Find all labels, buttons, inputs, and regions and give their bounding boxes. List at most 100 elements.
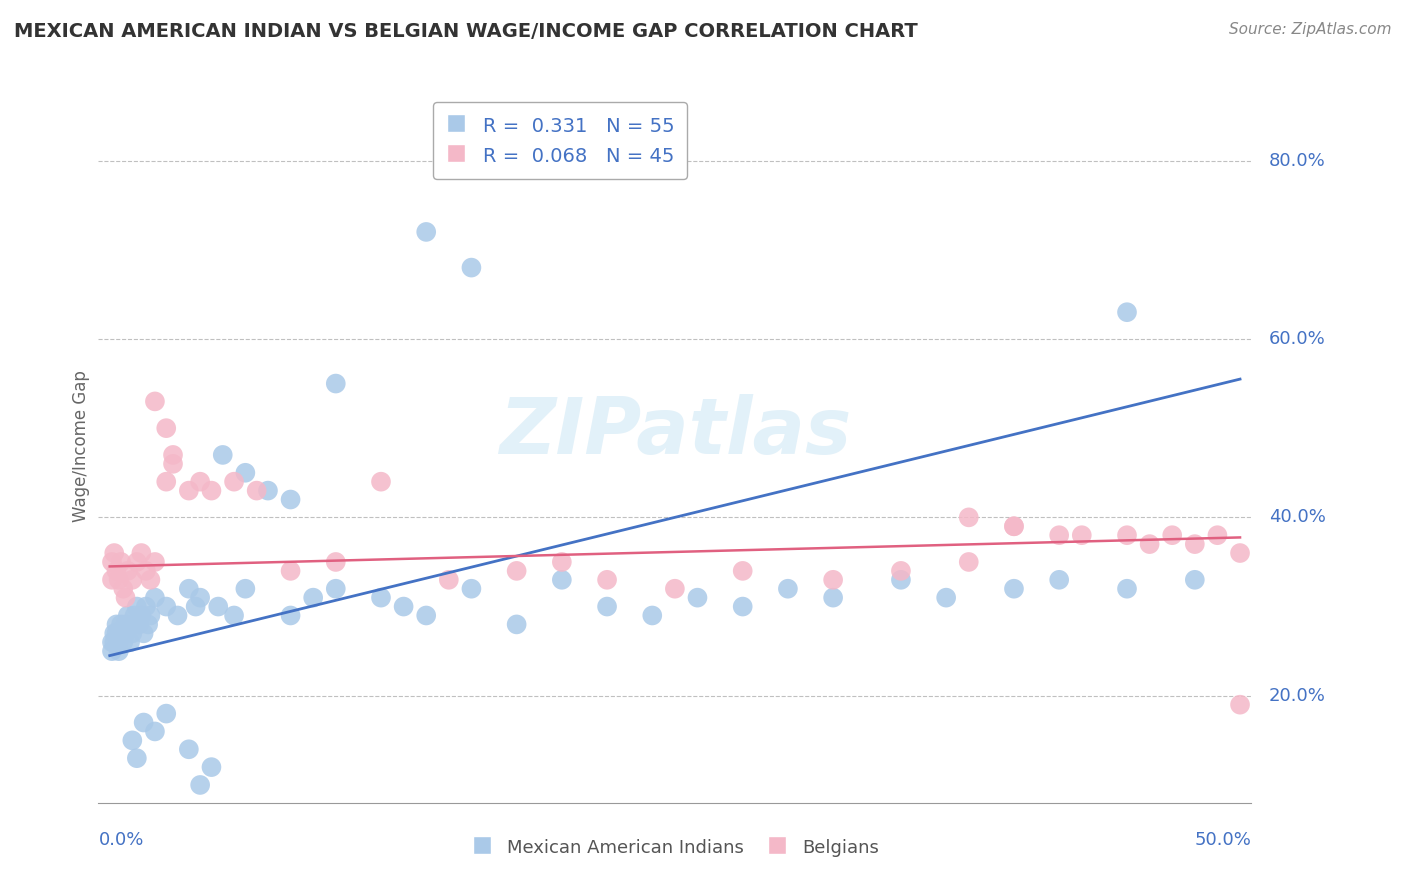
Point: [177, 742, 200, 756]
Point: [596, 599, 619, 614]
Text: 60.0%: 60.0%: [1268, 330, 1326, 348]
Point: [686, 591, 709, 605]
Point: [1116, 528, 1139, 542]
Point: [235, 582, 257, 596]
Point: [121, 733, 143, 747]
Point: [1139, 537, 1161, 551]
Point: [112, 635, 135, 649]
Point: [200, 483, 222, 498]
Point: [103, 546, 125, 560]
Point: [551, 573, 574, 587]
Point: [505, 617, 527, 632]
Point: [101, 573, 124, 587]
Point: [143, 394, 166, 409]
Y-axis label: Wage/Income Gap: Wage/Income Gap: [72, 370, 90, 522]
Point: [107, 644, 129, 658]
Point: [117, 564, 139, 578]
Point: [105, 617, 128, 632]
Point: [641, 608, 664, 623]
Text: 40.0%: 40.0%: [1268, 508, 1326, 526]
Point: [103, 635, 125, 649]
Point: [121, 617, 143, 632]
Point: [125, 751, 148, 765]
Point: [415, 608, 437, 623]
Point: [114, 626, 136, 640]
Text: 0.0%: 0.0%: [98, 831, 143, 849]
Point: [107, 573, 129, 587]
Point: [1116, 582, 1139, 596]
Point: [125, 599, 148, 614]
Point: [188, 475, 211, 489]
Point: [370, 475, 392, 489]
Point: [1161, 528, 1184, 542]
Point: [935, 591, 957, 605]
Legend: Mexican American Indians, Belgians: Mexican American Indians, Belgians: [464, 830, 886, 865]
Point: [101, 555, 124, 569]
Point: [222, 475, 245, 489]
Point: [155, 421, 177, 435]
Point: [177, 582, 200, 596]
Point: [890, 564, 912, 578]
Text: ZIPatlas: ZIPatlas: [499, 393, 851, 470]
Point: [110, 555, 132, 569]
Point: [101, 635, 124, 649]
Point: [114, 591, 136, 605]
Point: [890, 573, 912, 587]
Point: [1229, 546, 1251, 560]
Text: 20.0%: 20.0%: [1268, 687, 1326, 705]
Point: [211, 448, 233, 462]
Point: [731, 564, 754, 578]
Point: [235, 466, 257, 480]
Point: [112, 582, 135, 596]
Point: [131, 546, 153, 560]
Point: [132, 626, 155, 640]
Point: [1002, 582, 1025, 596]
Point: [1002, 519, 1025, 533]
Point: [135, 564, 157, 578]
Text: 50.0%: 50.0%: [1195, 831, 1251, 849]
Point: [143, 591, 166, 605]
Point: [325, 582, 347, 596]
Point: [114, 617, 136, 632]
Point: [1184, 537, 1206, 551]
Point: [188, 591, 211, 605]
Point: [155, 599, 177, 614]
Point: [823, 573, 845, 587]
Point: [121, 573, 143, 587]
Point: [823, 591, 845, 605]
Point: [124, 608, 146, 623]
Point: [437, 573, 460, 587]
Point: [664, 582, 686, 596]
Point: [957, 555, 980, 569]
Point: [120, 635, 142, 649]
Point: [370, 591, 392, 605]
Point: [103, 626, 125, 640]
Point: [776, 582, 799, 596]
Point: [1047, 528, 1070, 542]
Point: [143, 555, 166, 569]
Point: [143, 724, 166, 739]
Point: [200, 760, 222, 774]
Point: [131, 608, 153, 623]
Point: [325, 555, 347, 569]
Point: [460, 260, 482, 275]
Point: [1070, 528, 1092, 542]
Point: [1206, 528, 1229, 542]
Point: [1047, 573, 1070, 587]
Point: [105, 564, 128, 578]
Point: [325, 376, 347, 391]
Point: [110, 626, 132, 640]
Point: [392, 599, 415, 614]
Point: [177, 483, 200, 498]
Point: [731, 599, 754, 614]
Point: [105, 626, 128, 640]
Point: [155, 706, 177, 721]
Point: [957, 510, 980, 524]
Point: [166, 608, 188, 623]
Point: [1002, 519, 1025, 533]
Point: [155, 475, 177, 489]
Point: [596, 573, 619, 587]
Point: [184, 599, 207, 614]
Point: [207, 599, 229, 614]
Point: [107, 635, 129, 649]
